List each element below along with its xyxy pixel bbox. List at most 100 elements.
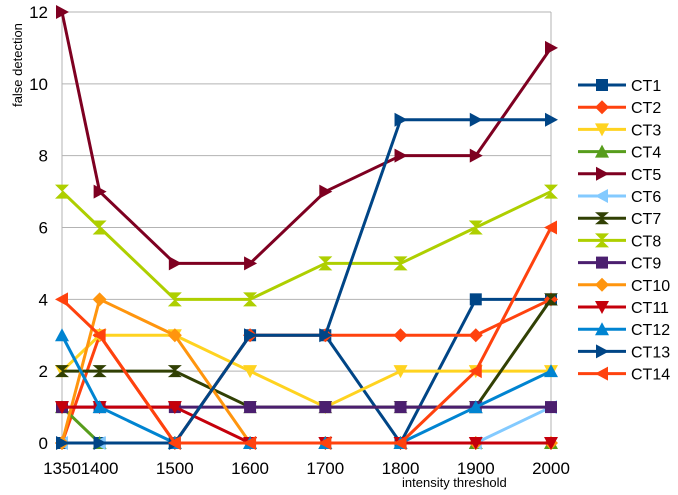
legend-item-ct7: CT7 [578,211,661,228]
series-ct8 [55,184,558,307]
legend-marker [595,301,609,314]
series-line-ct8 [60,190,552,301]
data-point-ct12 [544,364,558,378]
data-point-ct13 [469,112,483,127]
x-tick-label: 2000 [532,459,570,478]
data-point-ct5 [394,148,408,163]
data-point-ct13 [545,112,558,127]
legend-label: CT8 [631,233,661,250]
series-ct5 [56,5,558,271]
data-point-ct11 [167,401,182,415]
series-lines [55,5,558,450]
y-tick-label: 8 [39,147,48,166]
data-point-ct14 [92,328,106,343]
legend-label: CT2 [631,100,661,117]
x-tick-label: 1800 [382,459,420,478]
legend-label: CT3 [631,122,661,139]
legend-item-ct11: CT11 [578,300,669,317]
data-point-ct11 [468,437,483,450]
data-point-ct1 [469,293,482,306]
data-point-ct8 [544,184,558,199]
data-point-ct13 [394,112,408,127]
legend-item-ct8: CT8 [578,233,661,250]
data-point-ct8 [243,292,258,307]
legend-label: CT1 [631,78,661,95]
series-ct7 [55,293,558,414]
legend-marker [595,366,608,381]
data-point-ct14 [544,220,557,235]
legend-label: CT11 [631,300,669,317]
data-point-ct11 [55,401,69,415]
data-point-ct9 [244,401,257,414]
data-point-ct14 [393,436,407,450]
data-point-ct14 [243,436,257,450]
legend-item-ct5: CT5 [578,166,661,184]
data-point-ct13 [319,328,333,343]
legend-label: CT5 [631,167,661,184]
series-line-ct14 [60,226,553,445]
legend: CT1 CT2 CT3 CT4 CT5 CT6 CT7 CT8 CT9 CT10 CT11 CT12 C… [578,78,670,384]
data-point-ct13 [93,436,107,450]
legend-label: CT7 [631,211,661,228]
data-point-ct5 [56,5,69,19]
data-point-ct8 [167,292,182,307]
legend-label: CT9 [631,256,661,273]
legend-label: CT4 [631,145,661,162]
x-tick-label: 1600 [231,459,269,478]
y-tick-label: 2 [39,362,48,381]
y-tick-label: 4 [39,290,48,309]
legend-item-ct10: CT10 [578,277,670,295]
data-point-ct9 [394,401,407,414]
legend-marker [595,322,609,336]
data-point-ct5 [545,40,558,55]
legend-marker [595,123,609,137]
legend-item-ct14: CT14 [578,366,670,384]
x-tick-label: 1900 [457,459,495,478]
data-point-ct12 [55,328,69,342]
data-point-ct14 [55,292,68,307]
legend-item-ct1: CT1 [578,78,661,95]
legend-label: CT13 [631,344,670,361]
data-point-ct7 [92,365,107,378]
series-line-ct12 [60,334,552,445]
legend-item-ct2: CT2 [578,100,661,117]
legend-marker [596,79,608,91]
legend-marker [595,277,609,292]
legend-item-ct13: CT13 [578,344,670,361]
data-point-ct5 [244,256,258,271]
data-point-ct5 [168,256,182,271]
series-line-ct5 [60,11,553,265]
legend-item-ct9: CT9 [578,256,661,273]
data-point-ct3 [393,365,408,379]
data-point-ct5 [93,184,107,199]
x-tick-label: 1400 [81,459,119,478]
data-point-ct8 [55,184,69,199]
data-point-ct3 [243,365,258,379]
legend-marker [595,144,609,158]
series-line-ct13 [62,118,551,445]
legend-item-ct6: CT6 [578,189,661,206]
data-point-ct10 [167,328,182,343]
legend-marker [596,256,608,269]
y-tick-label: 10 [29,75,48,94]
data-point-ct8 [318,256,333,271]
series-ct14 [55,220,557,450]
legend-marker [596,344,609,359]
data-point-ct8 [393,256,408,271]
legend-label: CT6 [631,189,661,206]
x-tick-label: 1350 [43,459,81,478]
data-point-ct5 [319,184,333,199]
data-point-ct2 [468,328,483,343]
data-point-ct7 [55,365,69,378]
data-point-ct10 [92,292,107,307]
legend-item-ct3: CT3 [578,122,661,139]
x-tick-label: 1700 [306,459,344,478]
legend-item-ct4: CT4 [578,144,661,162]
data-point-ct11 [544,437,558,450]
series-ct12 [55,328,558,449]
y-tick-label: 6 [39,219,48,238]
data-point-ct9 [319,401,332,414]
data-point-ct7 [544,293,558,306]
data-point-ct8 [468,220,483,235]
